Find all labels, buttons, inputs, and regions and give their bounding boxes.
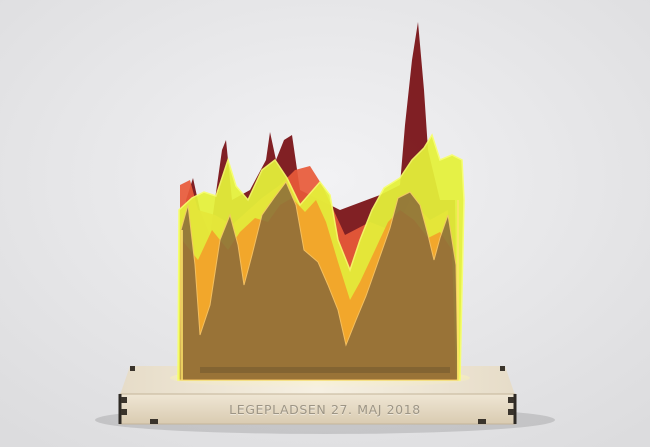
smoke-brown-panel	[179, 181, 459, 381]
base-engraving: LEGEPLADSEN 27. MAJ 2018	[229, 402, 421, 417]
acrylic-panels	[177, 22, 465, 381]
